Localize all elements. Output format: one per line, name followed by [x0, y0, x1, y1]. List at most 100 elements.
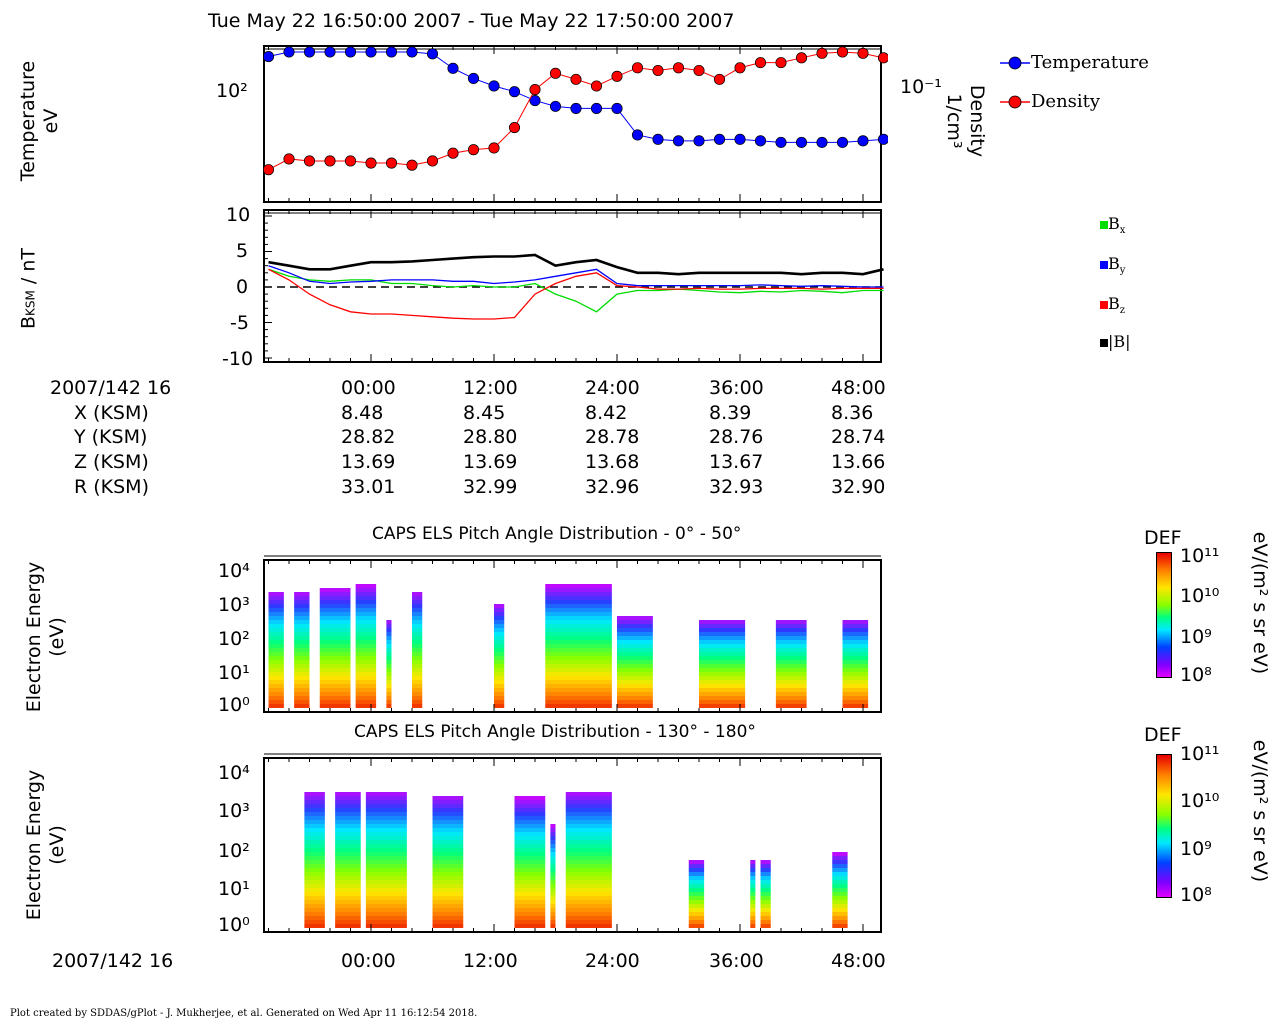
spectrogram-cell — [268, 648, 284, 652]
spectrogram-cell — [386, 620, 392, 624]
spectrogram-cell — [514, 920, 546, 924]
density-point — [570, 73, 582, 85]
spectrogram-cell — [412, 664, 423, 668]
spectrogram-cell — [432, 864, 464, 868]
spectrogram-cell — [319, 612, 351, 616]
spectrogram-cell — [750, 904, 756, 908]
series-bmag — [268, 253, 884, 276]
spectrogram-cell — [545, 600, 612, 604]
spectrogram-cell — [268, 672, 284, 676]
temperature-point — [795, 136, 808, 148]
ephemeris-time-0: 00:00 — [341, 377, 396, 399]
spectrogram-cell — [268, 604, 284, 608]
spectrogram-cell — [550, 872, 556, 876]
spectrogram-cell — [355, 660, 377, 664]
spectrogram-cell — [304, 904, 325, 908]
spectrogram-cell — [365, 844, 407, 848]
density-point — [303, 155, 316, 167]
spectrogram-cell — [617, 640, 653, 644]
spectrogram-cell — [760, 868, 771, 872]
spectrogram-cell — [514, 884, 546, 888]
spectrogram-cell — [412, 632, 423, 636]
spectrogram-cell — [335, 824, 361, 828]
spectrogram-cell — [412, 704, 423, 708]
spectrogram-cell — [365, 836, 407, 840]
spectrogram-cell — [304, 876, 325, 880]
spectrogram-cell — [304, 896, 325, 900]
spectrogram-cell — [699, 672, 746, 676]
spec2-ytick: 10² — [218, 840, 250, 862]
spectrogram-cell — [494, 704, 505, 708]
spectrogram-cell — [842, 672, 869, 676]
spectrogram-cell — [565, 852, 612, 856]
spectrogram-cell — [617, 704, 653, 708]
spectrogram-cell — [514, 848, 546, 852]
spectrogram-cell — [514, 800, 546, 804]
spectrogram-cell — [699, 656, 746, 660]
density-point — [652, 64, 664, 77]
spectrogram-cell — [617, 648, 653, 652]
spectrogram-cell — [386, 704, 392, 708]
spectrogram-cell — [514, 908, 546, 912]
spectrogram-cell — [432, 872, 464, 876]
ephemeris-time-4: 48:00 — [831, 377, 886, 399]
spectrogram-cell — [545, 664, 612, 668]
spectrogram-cell — [514, 852, 546, 856]
ephemeris-value: 32.93 — [709, 476, 764, 498]
spectrogram-cell — [432, 884, 464, 888]
spectrogram-cell — [365, 792, 407, 796]
spectrogram-cell — [335, 800, 361, 804]
spectrogram-cell — [775, 656, 807, 660]
spectrogram-cell — [386, 660, 392, 664]
spectrogram-cell — [617, 616, 653, 620]
plot-title: Tue May 22 16:50:00 2007 - Tue May 22 17… — [208, 10, 735, 32]
density-axis-label: Density 1/cm³ — [943, 84, 988, 158]
density-point — [508, 121, 521, 134]
temperature-point — [467, 72, 480, 85]
spectrogram-cell — [494, 692, 505, 696]
spectrogram-cell — [545, 632, 612, 636]
spectrogram-cell — [365, 900, 407, 904]
bottom-date-label: 2007/142 16 — [52, 950, 174, 972]
ephemeris-value: 13.66 — [831, 451, 886, 473]
legend-temperature-marker — [1008, 56, 1022, 70]
spectrogram-cell — [688, 908, 705, 912]
ephemeris-value: 28.74 — [831, 426, 886, 448]
spectrogram-cell — [842, 700, 869, 704]
spectrogram-cell — [355, 628, 377, 632]
spectrogram-cell — [304, 920, 325, 924]
colorbar2-tick: 10¹¹ — [1180, 743, 1220, 765]
spectrogram-cell — [386, 664, 392, 668]
spectrogram-cell — [550, 920, 556, 924]
spectrogram-cell — [386, 684, 392, 688]
spectrogram-cell — [514, 904, 546, 908]
spectrogram-cell — [617, 660, 653, 664]
temperature-line — [268, 51, 884, 143]
spectrogram-cell — [304, 884, 325, 888]
spectrogram-cell — [412, 624, 423, 628]
legend-bmag-swatch — [1100, 338, 1108, 347]
spectrogram-cell — [842, 664, 869, 668]
spectrogram-cell — [319, 692, 351, 696]
spectrogram-cell — [550, 856, 556, 860]
spectrogram-cell — [335, 820, 361, 824]
ephemeris-row-label: Y (KSM) — [74, 426, 148, 448]
spectrogram-cell — [545, 684, 612, 688]
spectrogram-cell — [335, 920, 361, 924]
spectrogram-cell — [432, 804, 464, 808]
ephemeris-value: 8.36 — [831, 402, 874, 424]
spectrogram-cell — [832, 888, 848, 892]
spectrogram-cell — [412, 684, 423, 688]
spectrogram-cell — [514, 916, 546, 920]
spectrogram-cell — [294, 600, 310, 604]
spectrogram-cell — [432, 924, 464, 928]
density-point — [262, 164, 275, 176]
spectrogram-cell — [268, 608, 284, 612]
spectrogram-cell — [545, 644, 612, 648]
spectrogram-cell — [494, 660, 505, 664]
legend-by: By — [1100, 254, 1125, 276]
spectrogram-cell — [565, 796, 612, 800]
spectrogram-cell — [760, 924, 771, 928]
spectrogram-cell — [617, 672, 653, 676]
spectrogram-cell — [545, 648, 612, 652]
